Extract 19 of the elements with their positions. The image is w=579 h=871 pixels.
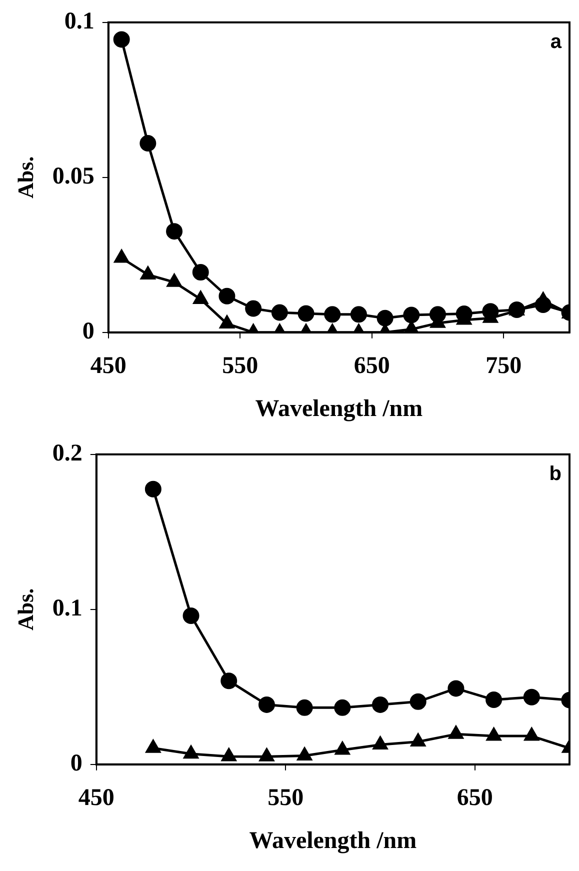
annotation: b xyxy=(549,462,562,485)
y-axis-title: Abs. xyxy=(12,156,38,198)
x-tick-label: 450 xyxy=(78,785,114,812)
x-tick-label: 650 xyxy=(456,785,493,812)
x-axis-title: Wavelength /nm xyxy=(255,396,423,422)
x-tick-label: 650 xyxy=(354,353,390,380)
x-tick-label: 550 xyxy=(268,785,304,812)
annotation: a xyxy=(550,30,562,53)
x-axis-title: Wavelength /nm xyxy=(249,828,417,854)
y-tick-label: 0 xyxy=(70,750,82,777)
x-tick-label: 750 xyxy=(486,353,522,380)
y-tick-label: 0 xyxy=(82,318,94,345)
y-axis-title: Abs. xyxy=(12,588,38,630)
y-tick-label: 0.1 xyxy=(64,8,94,35)
y-tick-label: 0.1 xyxy=(52,596,82,622)
y-tick-label: 0.2 xyxy=(52,440,82,467)
y-tick-label: 0.05 xyxy=(52,164,94,190)
x-tick-label: 550 xyxy=(222,353,258,380)
x-tick-label: 450 xyxy=(90,353,126,380)
